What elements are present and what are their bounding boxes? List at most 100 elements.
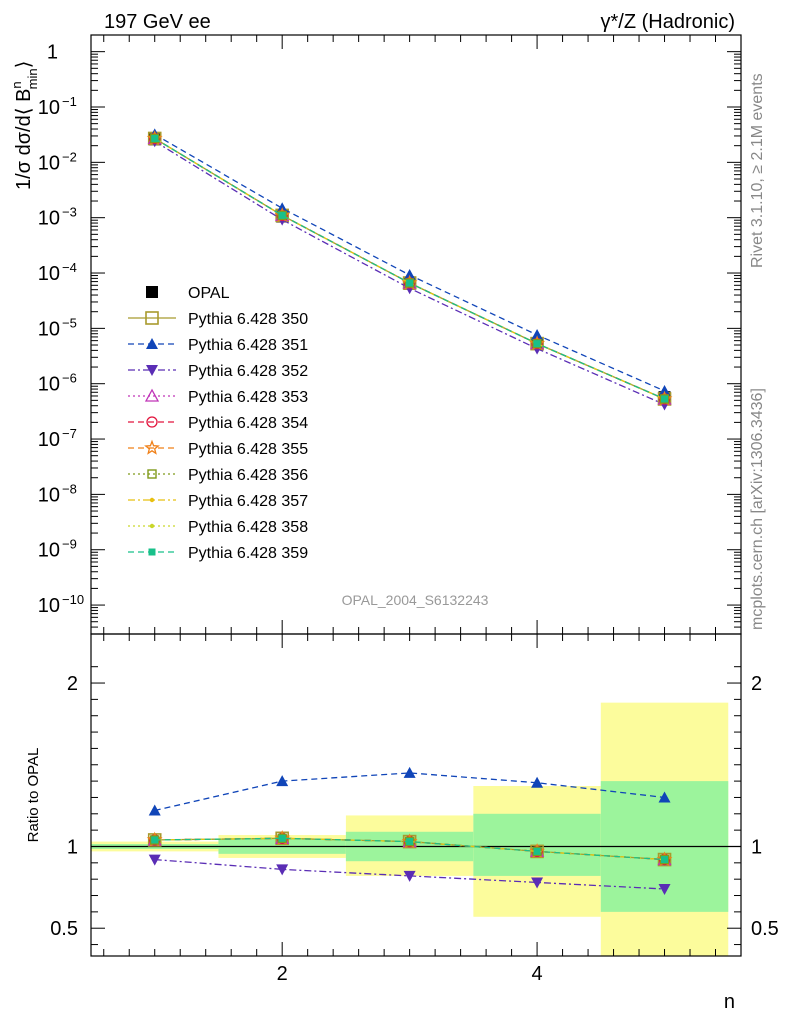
legend-item-5: Pythia 6.428 353 [128,388,308,406]
header-right: γ*/Z (Hadronic) [601,11,735,33]
legend-item-3: Pythia 6.428 351 [128,337,308,354]
legend-marker [146,286,158,298]
legend-label: Pythia 6.428 352 [188,363,308,380]
y-tick-label: 1 [47,42,58,64]
y-tick-exponent: −9 [62,537,77,552]
ratio-y-label: Ratio to OPAL [25,748,42,843]
series-line-9 [154,137,665,400]
ratio-point [658,883,671,895]
legend-marker [146,338,158,349]
y-tick-exponent: −6 [62,371,77,386]
y-tick-exponent: −8 [62,481,77,496]
y-tick-label: 10 [38,540,60,562]
ratio-point [403,870,416,882]
series-3 [148,128,671,396]
legend-marker [148,548,156,556]
rivet-label: Rivet 3.1.10, ≥ 2.1M events [749,73,766,268]
mcplots-label: mcplots.cern.ch [arXiv:1306.3436] [749,388,766,630]
y-tick-exponent: −2 [62,149,77,164]
y-tick-label: 10 [38,318,60,340]
legend-label: Pythia 6.428 356 [188,467,308,484]
y-tick-label: 10 [38,595,60,617]
series-10 [152,136,667,402]
data-point [278,211,286,219]
ratio-y-axis: 0.5 0.5 1 1 2 2 [50,666,779,946]
ratio-y-tick-label-left: 0.5 [50,918,78,940]
legend-marker [149,523,155,529]
y-tick-exponent: −4 [62,260,77,275]
legend-marker [146,416,158,428]
ratio-point [151,836,159,844]
ratio-point [661,856,669,864]
main-x-ticks [103,35,717,634]
y-tick-label: 10 [38,97,60,119]
ratio-y-tick-label-right: 0.5 [751,918,779,940]
legend-item-9: Pythia 6.428 357 [128,493,308,510]
y-tick-exponent: −10 [62,592,84,607]
legend-item-6: Pythia 6.428 354 [128,415,308,432]
ratio-point [533,847,541,855]
y-tick-label: 10 [38,374,60,396]
ratio-series-2 [148,766,671,816]
legend-label: OPAL [188,285,230,302]
data-point [533,340,541,348]
data-point [661,395,669,403]
ratio-point [531,776,544,788]
legend-item-2: Pythia 6.428 350 [128,311,308,328]
y-tick-label: 10 [38,484,60,506]
legend-label: Pythia 6.428 359 [188,545,308,562]
legend-label: Pythia 6.428 358 [188,519,308,536]
legend-item-7: Pythia 6.428 355 [128,439,308,458]
y-tick-exponent: −7 [62,426,77,441]
ratio-y-tick-label-left: 2 [67,673,78,695]
main-y-label: 1/σ dσ/d⟨ Bnmin⟩ [9,61,40,190]
legend-label: Pythia 6.428 351 [188,337,308,354]
legend-item-11: Pythia 6.428 359 [128,545,308,562]
ratio-point [403,766,416,778]
data-point [658,384,671,396]
y-tick-exponent: −5 [62,315,77,330]
data-point [659,394,670,404]
series-11 [151,134,669,403]
legend-item-1: OPAL [146,285,230,302]
series-line-4 [154,140,665,406]
y-tick-exponent: −1 [62,94,77,109]
legend-label: Pythia 6.428 354 [188,415,308,432]
series-line-5 [154,137,665,400]
legend-label: Pythia 6.428 357 [188,493,308,510]
x-axis-label: n [724,991,735,1013]
series-line-10 [154,137,665,400]
data-point [403,269,416,281]
data-point [277,210,287,221]
legend-label: Pythia 6.428 350 [188,311,308,328]
legend-marker [146,365,158,376]
ratio-point [278,834,286,842]
data-point [151,134,159,142]
series-9 [152,136,667,402]
ratio-point [658,791,671,803]
legend-marker [144,439,160,455]
legend-label: Pythia 6.428 353 [188,389,308,406]
ratio-series-10 [151,834,669,864]
x-tick-label: 2 [277,963,288,985]
series-line-8 [154,137,665,400]
watermark: OPAL_2004_S6132243 [342,592,489,608]
ratio-point [148,854,161,866]
ratio-point [148,804,161,816]
legend-item-8: Pythia 6.428 356 [128,467,308,484]
legend-item-4: Pythia 6.428 352 [128,363,308,380]
ratio-y-tick-label-left: 1 [67,836,78,858]
ratio-y-tick-label-right: 2 [751,673,762,695]
ratio-series-3 [148,854,671,895]
ratio-point [276,775,289,787]
series-line-11 [154,137,665,400]
ratio-point [531,877,544,889]
series-line-7 [154,137,665,400]
series-line-2 [154,137,665,400]
y-tick-exponent: −3 [62,205,77,220]
ratio-y-tick-label-right: 1 [751,836,762,858]
main-y-axis: 110−110−210−310−410−510−610−710−810 −910−… [38,34,741,635]
ratio-point [406,838,414,846]
